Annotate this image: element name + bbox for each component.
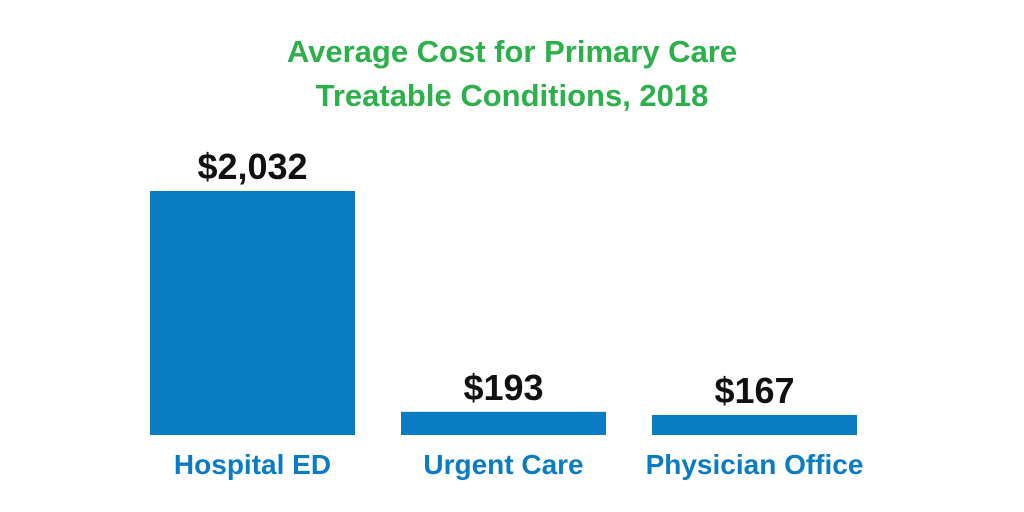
category-label-hospital-ed: Hospital ED xyxy=(174,449,331,480)
chart-title: Average Cost for Primary Care Treatable … xyxy=(0,30,1024,118)
bar-physician-office xyxy=(652,414,857,435)
value-label-hospital-ed: $2,032 xyxy=(197,146,307,187)
chart-title-line-2: Treatable Conditions, 2018 xyxy=(315,78,709,113)
category-label-physician-office: Physician Office xyxy=(646,449,864,480)
value-label-urgent-care: $193 xyxy=(463,367,543,408)
category-label-urgent-care: Urgent Care xyxy=(423,449,583,480)
value-label-physician-office: $167 xyxy=(714,370,794,411)
chart-title-line-1: Average Cost for Primary Care xyxy=(286,34,738,69)
bar-hospital-ed xyxy=(150,191,355,435)
bar-urgent-care xyxy=(401,411,606,435)
